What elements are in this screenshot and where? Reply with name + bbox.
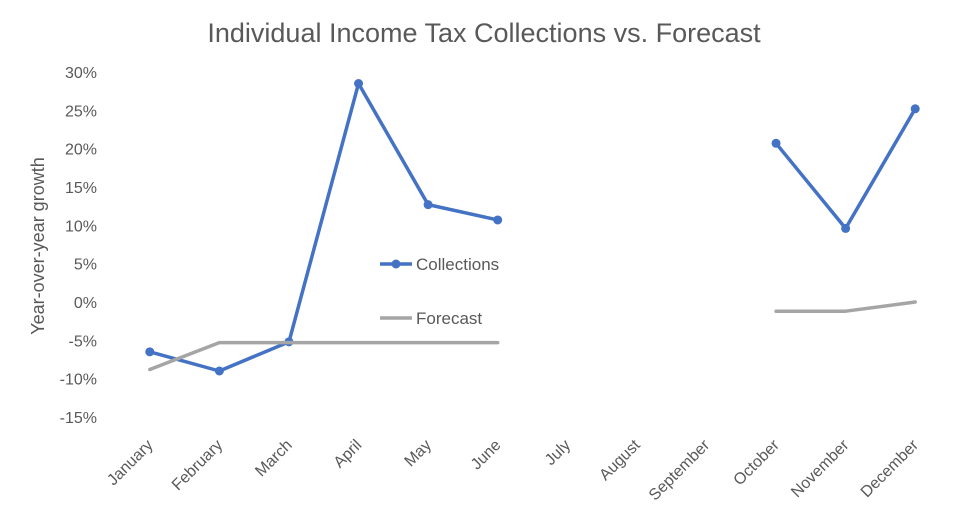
x-tick-label: October (731, 436, 784, 489)
x-tick-label: November (788, 436, 853, 501)
data-point (423, 200, 433, 210)
legend: Collections Forecast (380, 255, 499, 328)
series-line (148, 340, 500, 372)
x-tick-label: April (331, 437, 366, 472)
x-tick-label: July (542, 437, 574, 469)
series-forecast (148, 300, 917, 372)
legend-marker (391, 259, 401, 269)
legend-label: Collections (416, 255, 499, 274)
x-tick-label: September (646, 436, 714, 504)
y-tick-label: 30% (65, 65, 97, 82)
x-axis-ticks: January February March April May June July Augu… (104, 436, 922, 504)
data-point (214, 366, 224, 376)
x-tick-label: December (858, 436, 923, 501)
legend-label: Forecast (416, 309, 482, 328)
y-tick-label: 5% (74, 257, 97, 274)
series-line (148, 81, 500, 373)
series-layer (145, 79, 920, 376)
y-tick-label: -5% (69, 333, 97, 350)
y-tick-label: 25% (65, 103, 97, 120)
y-tick-label: 20% (65, 142, 97, 159)
data-point (354, 79, 364, 88)
data-point (145, 347, 155, 357)
x-tick-label: August (596, 436, 644, 484)
data-point (910, 104, 920, 114)
y-tick-label: 0% (74, 295, 97, 312)
data-point (771, 138, 781, 148)
y-tick-label: -10% (60, 372, 97, 389)
x-tick-label: May (402, 437, 435, 470)
legend-item: Forecast (380, 309, 482, 328)
series-line (774, 300, 917, 313)
chart-title: Individual Income Tax Collections vs. Fo… (207, 18, 761, 48)
data-point (493, 215, 503, 225)
x-tick-label: February (169, 437, 226, 494)
x-tick-label: March (252, 437, 295, 480)
y-axis-label: Year-over-year growth (28, 157, 48, 334)
x-tick-label: June (468, 437, 505, 474)
y-axis-ticks: 30% 25% 20% 15% 10% 5% 0% -5% -10% -15% (60, 65, 97, 427)
data-point (841, 223, 851, 233)
y-tick-label: 10% (65, 218, 97, 235)
x-tick-label: January (104, 437, 156, 489)
y-tick-label: -15% (60, 410, 97, 427)
series-collections (145, 79, 920, 376)
y-tick-label: 15% (65, 180, 97, 197)
legend-item: Collections (380, 255, 499, 274)
series-line (774, 107, 917, 231)
